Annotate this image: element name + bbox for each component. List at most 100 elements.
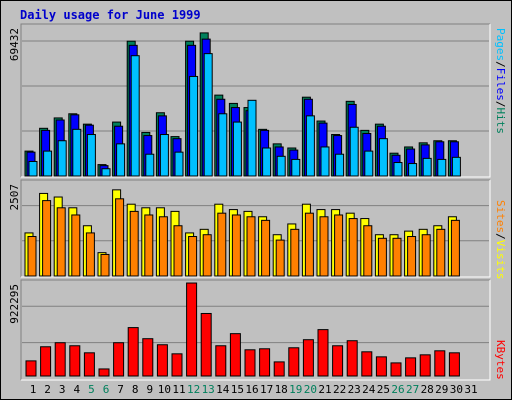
x-tick-label: 20 — [304, 383, 317, 396]
x-tick-label: 12 — [187, 383, 200, 396]
kbytes-bar — [54, 342, 66, 377]
sites-bar — [261, 219, 271, 277]
kbytes-bar — [375, 356, 387, 377]
sites-bar — [158, 216, 168, 277]
kbytes-bar — [244, 349, 256, 377]
sites-bar — [71, 214, 81, 277]
x-tick-label: 21 — [318, 383, 331, 396]
x-tick-label: 1 — [30, 383, 37, 396]
kbytes-bar — [98, 368, 110, 377]
x-tick-label: 28 — [421, 383, 434, 396]
kbytes-bar — [40, 346, 52, 377]
legend-hits-files-pages-part: / — [494, 101, 507, 108]
pages-bar — [451, 156, 461, 177]
pages-bar — [174, 151, 184, 177]
pages-bar — [218, 113, 228, 177]
sites-bar — [144, 214, 154, 277]
ymax-label: 922295 — [8, 284, 21, 324]
sites-bar — [363, 225, 373, 277]
x-tick-label: 26 — [391, 383, 404, 396]
kbytes-bar — [390, 362, 402, 377]
pages-bar — [437, 158, 447, 177]
kbytes-bar — [419, 354, 431, 377]
kbytes-bar — [200, 312, 212, 377]
x-tick-label: 31 — [464, 383, 477, 396]
pages-bar — [189, 75, 199, 177]
x-tick-label: 3 — [59, 383, 66, 396]
pages-bar — [320, 146, 330, 177]
sites-bar — [450, 219, 460, 277]
kbytes-bar — [434, 350, 446, 377]
sites-bar — [304, 212, 314, 277]
panel-visits-sites-shade — [20, 179, 490, 277]
kbytes-bar — [302, 339, 314, 377]
legend-hits-files-pages-part: Hits — [494, 108, 507, 135]
panel-hits-files-pages-light — [21, 24, 491, 178]
sites-bar — [85, 232, 95, 277]
kbytes-bar — [229, 333, 241, 377]
sites-bar — [334, 214, 344, 277]
panel-kbytes-shade — [20, 279, 490, 380]
pages-bar — [349, 126, 359, 177]
sites-bar — [392, 237, 402, 277]
x-tick-label: 5 — [88, 383, 95, 396]
kbytes-bar — [113, 342, 125, 377]
kbytes-bar — [83, 352, 95, 377]
pages-bar — [364, 150, 374, 177]
x-tick-label: 29 — [435, 383, 448, 396]
pages-bar — [393, 162, 403, 177]
pages-bar — [305, 115, 315, 177]
panel-hits-files-pages-shade — [20, 23, 490, 177]
sites-bar — [421, 234, 431, 277]
kbytes-bar — [142, 338, 154, 377]
x-tick-label: 17 — [260, 383, 273, 396]
sites-bar — [42, 200, 52, 277]
kbytes-bar — [361, 351, 373, 377]
pages-bar — [101, 168, 111, 177]
pages-bar — [203, 53, 213, 177]
kbytes-bar — [288, 347, 300, 377]
pages-bar — [116, 143, 126, 177]
pages-bar — [28, 160, 38, 177]
x-tick-label: 13 — [202, 383, 215, 396]
x-tick-label: 27 — [406, 383, 419, 396]
kbytes-bar — [25, 360, 37, 377]
sites-bar — [129, 210, 139, 277]
panel-visits-sites-light — [21, 180, 491, 278]
x-tick-label: 25 — [377, 383, 390, 396]
sites-bar — [217, 212, 227, 277]
kbytes-bar — [69, 345, 81, 377]
pages-bar — [408, 163, 418, 177]
x-tick-label: 6 — [103, 383, 110, 396]
pages-bar — [57, 140, 67, 177]
pages-bar — [86, 134, 96, 177]
pages-bar — [276, 155, 286, 177]
kbytes-bar — [259, 348, 271, 377]
kbytes-bar — [346, 340, 358, 377]
sites-bar — [407, 236, 417, 277]
x-tick-label: 8 — [132, 383, 139, 396]
sites-bar — [319, 216, 329, 277]
pages-bar — [378, 138, 388, 177]
panel-kbytes-light — [21, 280, 491, 381]
sites-bar — [188, 236, 198, 277]
sites-bar — [231, 214, 241, 277]
sites-bar — [436, 228, 446, 277]
kbytes-bar — [448, 352, 460, 377]
legend-visits-sites-part: / — [494, 233, 507, 240]
pages-bar — [247, 99, 257, 177]
x-tick-label: 11 — [172, 383, 185, 396]
x-tick-label: 10 — [158, 383, 171, 396]
legend-hits-files-pages-part: / — [494, 61, 507, 68]
sites-bar — [377, 237, 387, 277]
pages-bar — [232, 121, 242, 177]
pages-bar — [335, 153, 345, 177]
pages-bar — [130, 55, 140, 177]
sites-bar — [290, 228, 300, 277]
pages-bar — [262, 147, 272, 177]
legend-hits-files-pages-part: Pages — [494, 28, 507, 61]
x-tick-label: 22 — [333, 383, 346, 396]
kbytes-bar — [332, 345, 344, 377]
x-tick-label: 19 — [289, 383, 302, 396]
kbytes-bar — [273, 361, 285, 377]
